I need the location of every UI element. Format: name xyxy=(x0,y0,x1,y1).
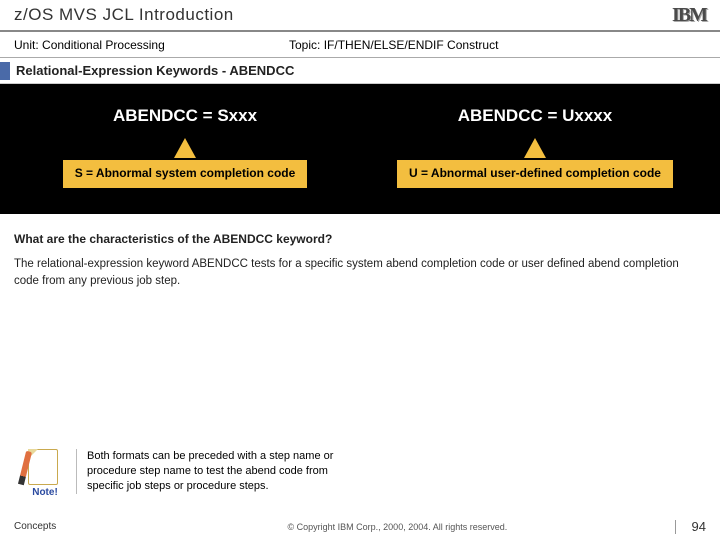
footer-copyright: © Copyright IBM Corp., 2000, 2004. All r… xyxy=(136,522,658,532)
section-title: Relational-Expression Keywords - ABENDCC xyxy=(16,63,294,78)
page-title: z/OS MVS JCL Introduction xyxy=(14,5,234,25)
section-accent xyxy=(0,62,10,80)
formula-left: ABENDCC = Sxxx xyxy=(35,106,335,126)
answer-text: The relational-expression keyword ABENDC… xyxy=(14,256,706,291)
topic-value: IF/THEN/ELSE/ENDIF Construct xyxy=(324,38,499,52)
question-text: What are the characteristics of the ABEN… xyxy=(14,232,706,246)
unit-block: Unit: Conditional Processing xyxy=(14,38,289,52)
topic-label: Topic: xyxy=(289,38,320,52)
topic-block: Topic: IF/THEN/ELSE/ENDIF Construct xyxy=(289,38,498,52)
formula-right: ABENDCC = Uxxxx xyxy=(385,106,685,126)
callout-left: S = Abnormal system completion code xyxy=(63,160,308,188)
ibm-logo: IBM xyxy=(672,4,706,27)
page-number: 94 xyxy=(692,519,706,534)
callout-right: U = Abnormal user-defined completion cod… xyxy=(397,160,673,188)
footer-separator xyxy=(675,520,676,534)
footer-left: Concepts xyxy=(14,521,56,532)
formula-panel: ABENDCC = Sxxx ABENDCC = Uxxxx S = Abnor… xyxy=(0,84,720,214)
note-text: Both formats can be preceded with a step… xyxy=(76,449,366,494)
note-block: Note! Both formats can be preceded with … xyxy=(14,445,366,498)
arrow-up-icon xyxy=(524,138,546,158)
note-icon: Note! xyxy=(14,445,76,498)
unit-label: Unit: xyxy=(14,38,39,52)
unit-value: Conditional Processing xyxy=(42,38,165,52)
arrow-up-icon xyxy=(174,138,196,158)
